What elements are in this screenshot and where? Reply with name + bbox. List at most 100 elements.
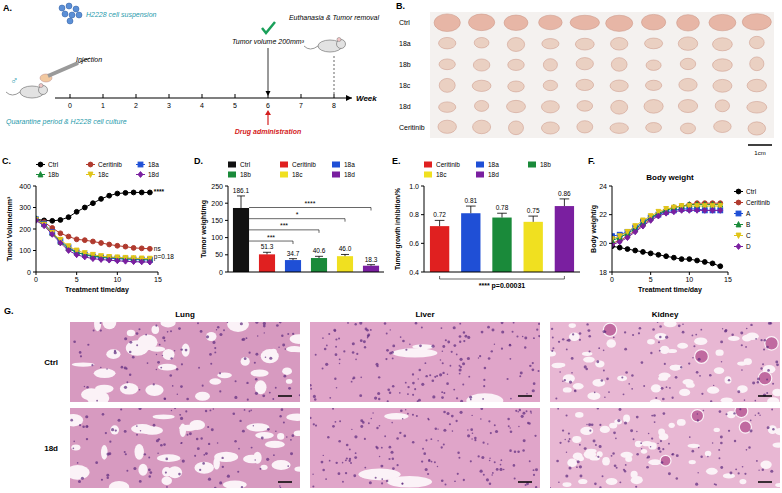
nucleus <box>636 431 637 432</box>
week-label: 2 <box>134 102 138 109</box>
tissue-lumen <box>138 464 147 476</box>
nucleus <box>267 428 270 431</box>
x-tick-label: 15 <box>724 276 732 283</box>
nucleus <box>275 430 277 432</box>
nucleus <box>367 334 370 337</box>
legend-label: C <box>746 232 751 239</box>
series-line <box>612 205 720 241</box>
nucleus <box>462 362 465 365</box>
histology-image <box>550 408 780 488</box>
nucleus <box>355 452 357 454</box>
nucleus <box>219 390 221 392</box>
nucleus <box>219 481 222 484</box>
point <box>99 257 104 263</box>
tissue-lumen <box>705 451 711 457</box>
nucleus <box>594 483 597 486</box>
nucleus <box>495 430 498 433</box>
glomerulus <box>603 323 616 336</box>
y-tick <box>225 186 228 187</box>
nucleus <box>381 447 383 449</box>
nucleus <box>347 322 349 324</box>
nucleus <box>646 466 649 469</box>
nucleus <box>513 322 515 324</box>
histology: LungLiverKidneyCtrl18d <box>44 310 782 493</box>
nucleus <box>423 452 426 455</box>
nucleus <box>643 385 645 387</box>
tissue-lumen <box>686 382 695 387</box>
tissue-background <box>550 322 780 402</box>
nucleus <box>460 400 463 402</box>
nucleus <box>725 413 727 415</box>
nucleus <box>138 328 140 330</box>
nucleus <box>147 362 149 364</box>
point <box>718 208 723 213</box>
nucleus <box>73 448 75 450</box>
figure: A.B.C.D.E.F.G.012345678WeekH2228 cell su… <box>0 0 782 493</box>
nucleus <box>478 357 479 358</box>
y-tick <box>609 272 612 273</box>
nucleus <box>352 342 355 345</box>
tissue-lumen <box>72 362 95 366</box>
significance-bracket <box>249 219 345 222</box>
tissue-lumen <box>157 454 181 462</box>
tissue-lumen <box>81 388 101 400</box>
nucleus <box>459 368 462 371</box>
glomerulus <box>758 371 772 385</box>
nucleus <box>384 322 387 325</box>
nucleus <box>369 481 372 484</box>
nucleus <box>171 410 172 411</box>
nucleus <box>214 487 217 488</box>
tissue-lumen <box>631 476 643 484</box>
nucleus <box>700 329 702 331</box>
nucleus <box>757 378 760 381</box>
row-label: 18d <box>44 444 58 453</box>
nucleus <box>480 470 483 473</box>
nucleus <box>124 386 127 389</box>
tissue-lumen <box>727 411 736 418</box>
error-bar <box>497 213 507 217</box>
plot-area <box>612 201 723 269</box>
week-tick <box>301 94 302 98</box>
nucleus <box>389 392 392 395</box>
nucleus <box>526 410 528 412</box>
nucleus <box>124 337 127 340</box>
point <box>648 218 653 224</box>
tumor-photo <box>747 79 766 92</box>
nucleus <box>447 341 450 344</box>
nucleus <box>507 418 510 421</box>
error-bar <box>367 265 375 266</box>
nucleus <box>409 344 411 346</box>
tumor-photo <box>641 14 665 30</box>
nucleus <box>384 435 386 437</box>
tissue-lumen <box>641 449 647 454</box>
nucleus <box>310 388 312 390</box>
point <box>687 257 692 262</box>
tissue-lumen <box>728 336 740 341</box>
nucleus <box>668 443 670 445</box>
tumor-photo <box>473 59 490 71</box>
nucleus <box>435 428 437 430</box>
nucleus <box>624 421 627 424</box>
data-label: 46.0 <box>339 245 352 252</box>
nucleus <box>180 442 182 444</box>
nucleus <box>139 480 142 483</box>
tumor-photo <box>439 37 456 48</box>
tissue-lumen <box>694 337 707 345</box>
point <box>625 247 630 252</box>
nucleus <box>666 386 668 388</box>
scale-bar <box>518 395 532 397</box>
nucleus <box>176 368 178 370</box>
bar <box>337 256 353 272</box>
week-label: 6 <box>266 102 270 109</box>
point <box>131 246 136 251</box>
nucleus <box>207 426 209 428</box>
y-tick-label: 0.6 <box>409 240 419 247</box>
nucleus <box>646 457 648 459</box>
data-label: 51.3 <box>261 243 274 250</box>
nucleus <box>532 362 534 364</box>
nucleus <box>606 377 609 380</box>
row-label: 18a <box>399 40 411 47</box>
cell <box>69 12 75 18</box>
nucleus <box>509 449 512 452</box>
week-tick <box>334 94 335 98</box>
